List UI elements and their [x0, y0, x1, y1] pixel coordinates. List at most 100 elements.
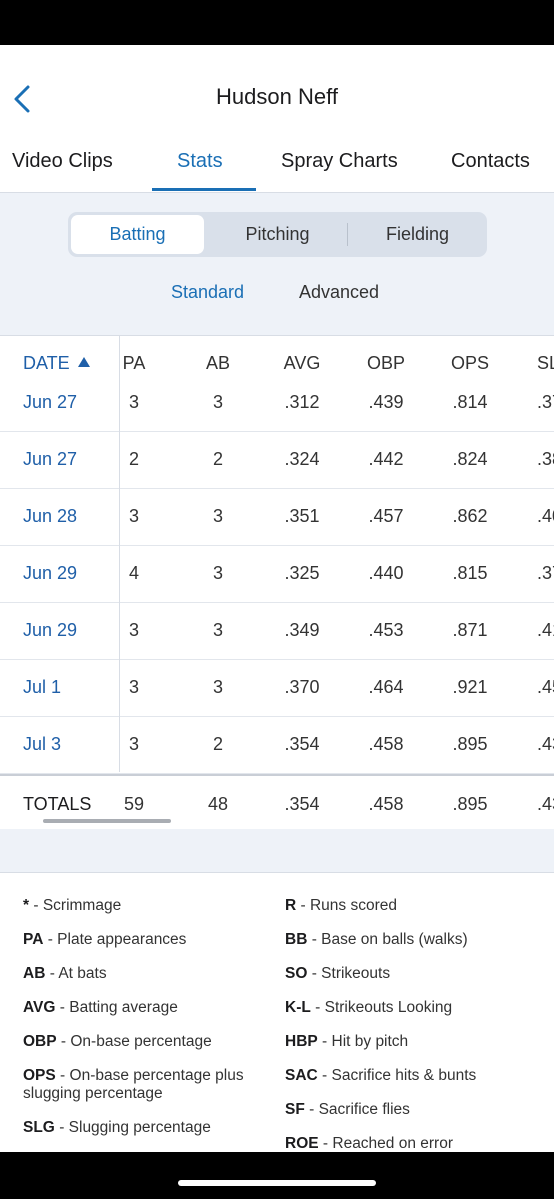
- tab[interactable]: Stats: [177, 150, 223, 172]
- table-row: Jun 27 2 2 .324 .442 .824 .38: [0, 431, 554, 489]
- stat-cell: .349: [284, 620, 320, 640]
- table-row: Jun 28 3 3 .351 .457 .862 .40: [0, 488, 554, 546]
- stat-cell: .464: [368, 677, 404, 697]
- stat-cell: .921: [452, 677, 488, 697]
- stat-cell: .862: [452, 506, 488, 526]
- stat-cell: 3: [212, 563, 223, 583]
- column-header: OPS: [450, 353, 489, 373]
- date-cell: Jul 3: [23, 734, 62, 754]
- column-header: SL: [537, 353, 554, 373]
- scrollbar: [43, 819, 171, 823]
- tab[interactable]: Spray Charts: [281, 150, 398, 172]
- sort-icon: [78, 357, 90, 367]
- home-bar-area: [0, 1152, 554, 1199]
- legend-key: OPS: [23, 1067, 56, 1084]
- legend-key: SO: [285, 965, 308, 982]
- legend-desc: - Scrimmage: [33, 897, 122, 914]
- legend-item: BB - Base on balls (walks): [285, 931, 545, 949]
- legend-desc: - Hit by pitch: [322, 1033, 409, 1050]
- divider: [347, 223, 348, 246]
- column-header[interactable]: DATE: [23, 353, 70, 373]
- stat-cell: .38: [537, 449, 554, 469]
- legend-key: AVG: [23, 999, 56, 1016]
- stat-cell: .824: [452, 449, 488, 469]
- date-cell: Jul 1: [23, 677, 62, 697]
- column-header: PA: [122, 353, 146, 373]
- tab-indicator: [152, 188, 256, 191]
- stat-cell: .325: [284, 563, 320, 583]
- legend-desc: - Batting average: [59, 999, 178, 1016]
- legend-desc: - On-base percentage: [60, 1033, 212, 1050]
- stat-cell: .442: [368, 449, 404, 469]
- table-body: Jun 27 3 3 .312 .439 .814 .37 Jun 27 2 2 .324 .442.…: [0, 388, 554, 828]
- stat-cell: .351: [284, 506, 320, 526]
- date-cell: Jun 29: [23, 620, 78, 640]
- date-cell: Jun 28: [23, 506, 78, 526]
- legend: * - Scrimmage PA - Plate appearances AB - …: [0, 872, 554, 1163]
- totals-row: TOTALS 59 48 .354 .458 .895 .43: [0, 774, 554, 828]
- date-cell: Jun 27: [23, 449, 78, 469]
- stat-cell: .37: [537, 392, 554, 412]
- table-row: Jun 29 4 3 .325 .440 .815 .37: [0, 545, 554, 603]
- stat-cell: 3: [128, 734, 139, 754]
- stat-cell: 3: [128, 620, 139, 640]
- legend-item: PA - Plate appearances: [23, 931, 271, 949]
- table-header: DATE PA AB AVG OBP OPS SL: [0, 336, 554, 388]
- legend-item: SO - Strikeouts: [285, 965, 545, 983]
- legend-item: HBP - Hit by pitch: [285, 1033, 545, 1051]
- stat-cell: .814: [452, 392, 488, 412]
- tab[interactable]: Contacts: [451, 150, 530, 172]
- stat-cell: .37: [537, 563, 554, 583]
- column-divider: [119, 336, 120, 772]
- stat-cell: .439: [368, 392, 404, 412]
- segmented-control: Batting Pitching Fielding: [68, 212, 487, 257]
- legend-item: OPS - On-base percentage plus slugging p…: [23, 1067, 271, 1103]
- stat-cell: 48: [207, 794, 229, 814]
- legend-key: ROE: [285, 1135, 319, 1152]
- legend-key: SF: [285, 1101, 305, 1118]
- tab-bar: Video Clips Stats Spray Charts Contacts: [0, 140, 554, 193]
- stat-cell: .43: [537, 734, 554, 754]
- segment[interactable]: Pitching: [245, 224, 310, 244]
- back-button[interactable]: [10, 84, 34, 114]
- table-row: Jun 29 3 3 .349 .453 .871 .41: [0, 602, 554, 660]
- legend-desc: - Runs scored: [300, 897, 397, 914]
- legend-column: R - Runs scored BB - Base on balls (walks…: [285, 897, 545, 1169]
- legend-item: AB - At bats: [23, 965, 271, 983]
- stat-cell: 2: [128, 449, 139, 469]
- legend-column: * - Scrimmage PA - Plate appearances AB - …: [23, 897, 271, 1153]
- legend-key: *: [23, 897, 30, 914]
- stat-cell: 2: [212, 449, 223, 469]
- stat-cell: .43: [537, 794, 554, 814]
- date-cell: Jun 27: [23, 392, 78, 412]
- stat-cell: .453: [368, 620, 404, 640]
- legend-key: HBP: [285, 1033, 318, 1050]
- date-cell: Jun 29: [23, 563, 78, 583]
- stat-cell: .895: [452, 734, 488, 754]
- segment[interactable]: Batting: [71, 215, 204, 254]
- legend-item: K-L - Strikeouts Looking: [285, 999, 545, 1017]
- stat-cell: 3: [212, 677, 223, 697]
- stat-cell: 3: [212, 506, 223, 526]
- stat-cell: .40: [537, 506, 554, 526]
- legend-key: BB: [285, 931, 308, 948]
- legend-item: SLG - Slugging percentage: [23, 1119, 271, 1137]
- legend-key: R: [285, 897, 297, 914]
- status-bar: [0, 0, 554, 45]
- legend-item: ROE - Reached on error: [285, 1135, 545, 1153]
- subtab[interactable]: Standard: [171, 282, 245, 302]
- legend-key: PA: [23, 931, 44, 948]
- stat-cell: .440: [368, 563, 404, 583]
- subtab[interactable]: Advanced: [299, 282, 380, 302]
- legend-item: OBP - On-base percentage: [23, 1033, 271, 1051]
- column-header: OBP: [366, 353, 405, 373]
- tab[interactable]: Video Clips: [12, 150, 113, 172]
- legend-desc: - Sacrifice flies: [309, 1101, 410, 1118]
- legend-desc: - Plate appearances: [47, 931, 187, 948]
- segment[interactable]: Fielding: [385, 224, 450, 244]
- home-indicator: [178, 1180, 376, 1186]
- stat-cell: .45: [537, 677, 554, 697]
- legend-desc: - Strikeouts: [311, 965, 391, 982]
- legend-key: SAC: [285, 1067, 318, 1084]
- table-row: Jul 3 3 2 .354 .458 .895 .43: [0, 716, 554, 774]
